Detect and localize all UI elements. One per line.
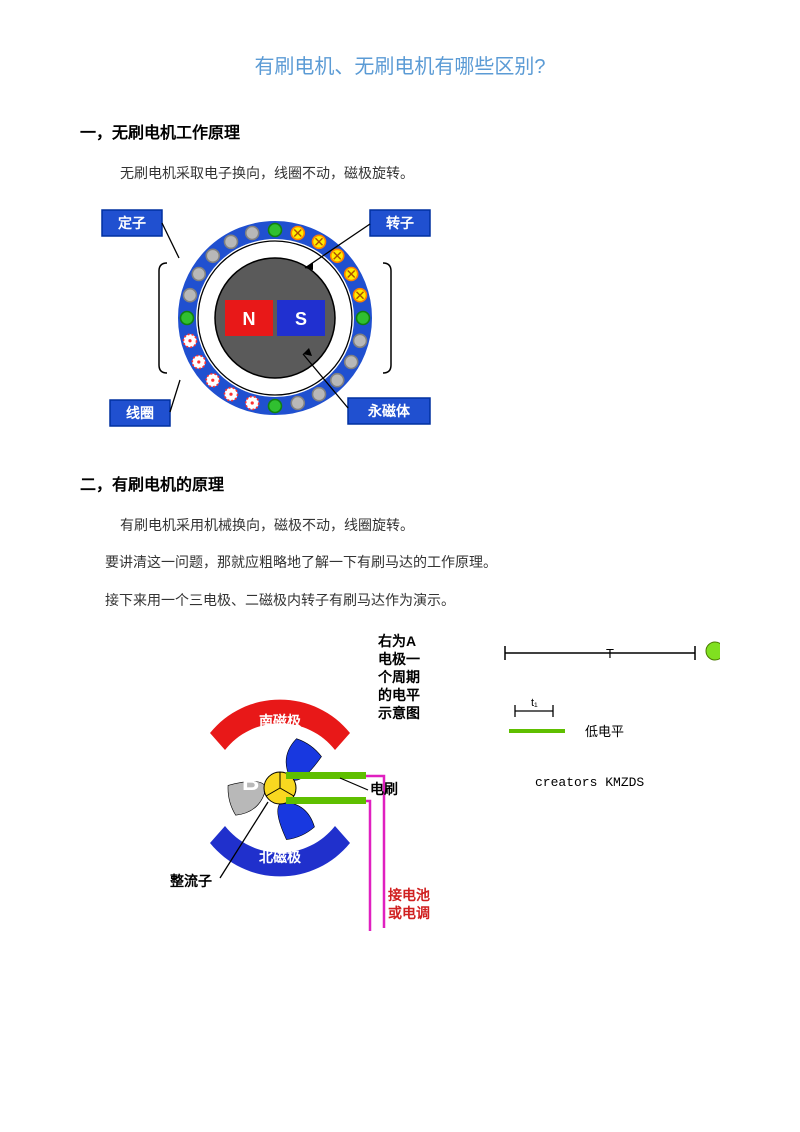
svg-text:B: B <box>242 769 259 796</box>
svg-text:整流子: 整流子 <box>169 873 212 889</box>
svg-text:右为A: 右为A <box>378 633 416 649</box>
svg-text:示意图: 示意图 <box>378 705 420 721</box>
svg-text:creators KMZDS: creators KMZDS <box>535 775 644 790</box>
svg-text:t₁: t₁ <box>531 697 538 709</box>
svg-text:T: T <box>606 646 614 661</box>
svg-text:接电池: 接电池 <box>388 887 430 903</box>
section-2-body-3: 接下来用一个三电极、二磁极内转子有刷马达作为演示。 <box>105 588 720 613</box>
section-1-body: 无刷电机采取电子换向，线圈不动，磁极旋转。 <box>120 161 720 186</box>
brushless-motor-svg: N S 定子 转子线圈 永磁体 <box>90 198 460 438</box>
svg-text:定子: 定子 <box>118 215 146 231</box>
svg-text:或电调: 或电调 <box>388 905 430 921</box>
svg-text:北磁极: 北磁极 <box>259 849 302 865</box>
svg-text:S: S <box>295 309 307 329</box>
svg-text:南磁极: 南磁极 <box>259 713 302 729</box>
svg-text:永磁体: 永磁体 <box>367 403 411 419</box>
page-title: 有刷电机、无刷电机有哪些区别? <box>80 50 720 79</box>
svg-text:电极一: 电极一 <box>378 651 420 667</box>
svg-text:低电平: 低电平 <box>585 724 624 739</box>
section-1-heading: 一，无刷电机工作原理 <box>80 119 720 143</box>
section-2: 二，有刷电机的原理 有刷电机采用机械换向，磁极不动，线圈旋转。 要讲清这一问题，… <box>80 471 720 938</box>
section-2-heading: 二，有刷电机的原理 <box>80 471 720 495</box>
svg-text:的电平: 的电平 <box>378 687 420 703</box>
brushless-motor-diagram: N S 定子 转子线圈 永磁体 <box>90 198 720 443</box>
section-2-body-2: 要讲清这一问题，那就应粗略地了解一下有刷马达的工作原理。 <box>105 550 720 575</box>
waveform-caption-svg: 右为A 电极一个周期的电平示意图 <box>378 628 448 748</box>
section-2-body-1: 有刷电机采用机械换向，磁极不动，线圈旋转。 <box>120 513 720 538</box>
svg-text:电刷: 电刷 <box>370 781 398 797</box>
waveform-svg: Tt₁ 低电平 creators KMZDS <box>495 633 720 933</box>
section-1: 一，无刷电机工作原理 无刷电机采取电子换向，线圈不动，磁极旋转。 N S 定子 转子线… <box>80 119 720 443</box>
svg-text:线圈: 线圈 <box>126 405 154 421</box>
svg-text:N: N <box>243 309 256 329</box>
svg-text:转子: 转子 <box>386 215 414 231</box>
svg-text:个周期: 个周期 <box>378 669 420 685</box>
